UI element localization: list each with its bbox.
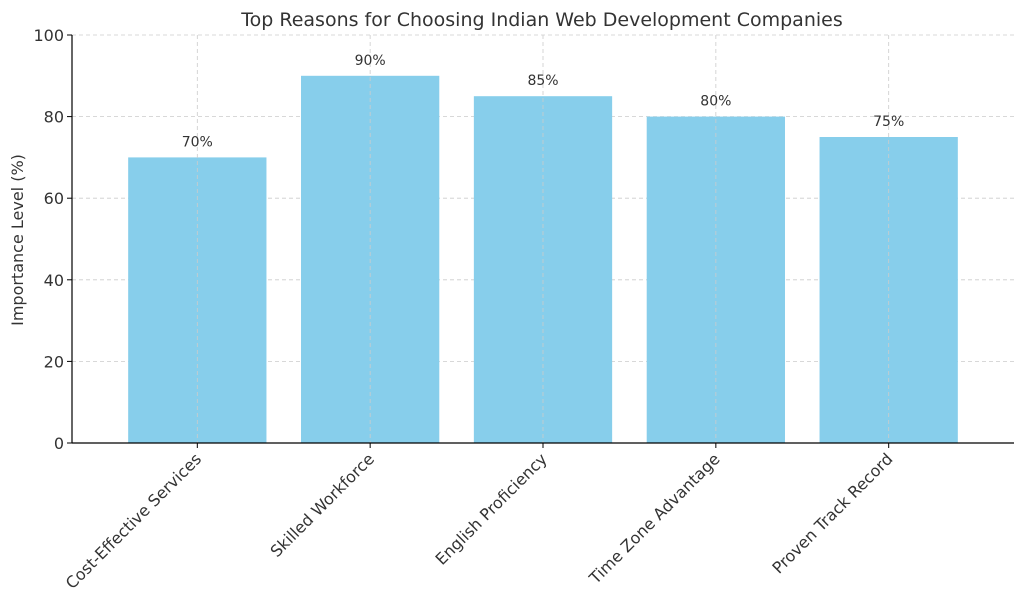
data-label-2: 85% [527,73,558,89]
y-tick-label-0: 0 [54,434,64,453]
y-tick-label-1: 20 [44,352,64,371]
data-labels: 70% 90% 85% 80% 75% [182,53,905,151]
y-axis-label: Importance Level (%) [8,154,27,326]
y-tick-label-4: 80 [44,108,64,127]
data-label-3: 80% [700,94,731,110]
y-ticks: 0 20 40 60 80 100 [33,26,72,453]
x-tick-label-0: Cost-Effective Services [62,449,205,592]
x-tick-label-2: English Proficiency [431,449,550,568]
data-label-4: 75% [873,114,904,130]
data-label-1: 90% [355,53,386,69]
x-tick-label-4: Proven Track Record [768,449,896,577]
x-tick-label-1: Skilled Workforce [267,449,378,560]
chart-title: Top Reasons for Choosing Indian Web Deve… [240,9,842,31]
x-ticks: Cost-Effective Services Skilled Workforce… [62,443,897,593]
y-tick-label-5: 100 [33,26,64,45]
data-label-0: 70% [182,134,213,150]
y-tick-label-2: 40 [44,271,64,290]
vertical-grid-lines [196,35,890,443]
y-tick-label-3: 60 [44,189,64,208]
x-tick-label-3: Time Zone Advantage [585,449,724,588]
